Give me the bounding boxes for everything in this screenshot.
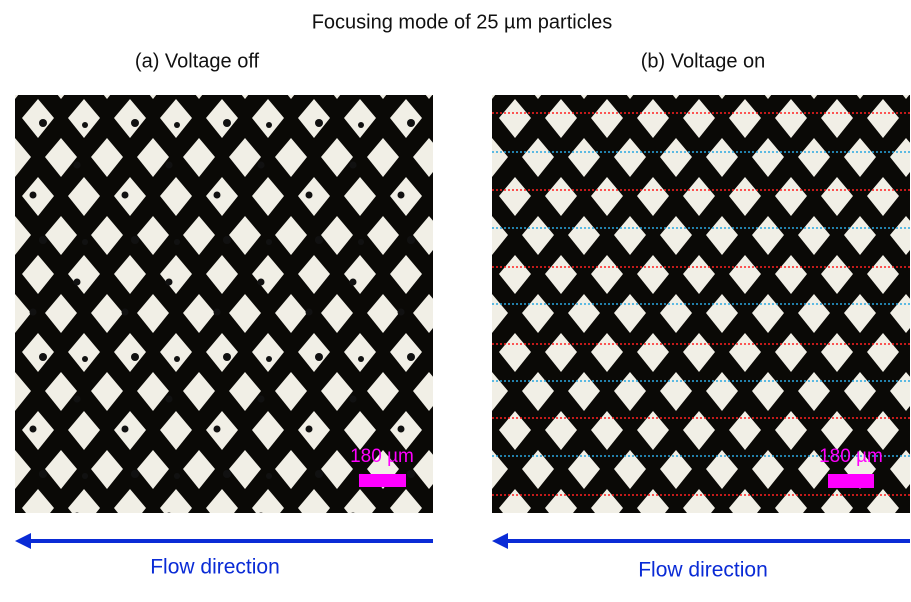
panel-a-image: 180 µm <box>15 95 433 513</box>
panel-label: (a) Voltage off <box>135 50 260 72</box>
scale-bar <box>359 474 406 487</box>
scale-bar-label: 180 µm <box>350 446 414 467</box>
scale-bar <box>828 474 874 488</box>
flow-arrow <box>15 533 910 549</box>
figure-title: Focusing mode of 25 µm particles <box>312 11 613 33</box>
panel-label: (b) Voltage on <box>641 50 766 72</box>
scale-bar-label: 180 µm <box>819 446 883 467</box>
panel-b-image: 180 µm <box>492 95 910 513</box>
flow-caption: Flow direction <box>638 559 768 582</box>
flow-caption: Flow direction <box>150 556 280 579</box>
